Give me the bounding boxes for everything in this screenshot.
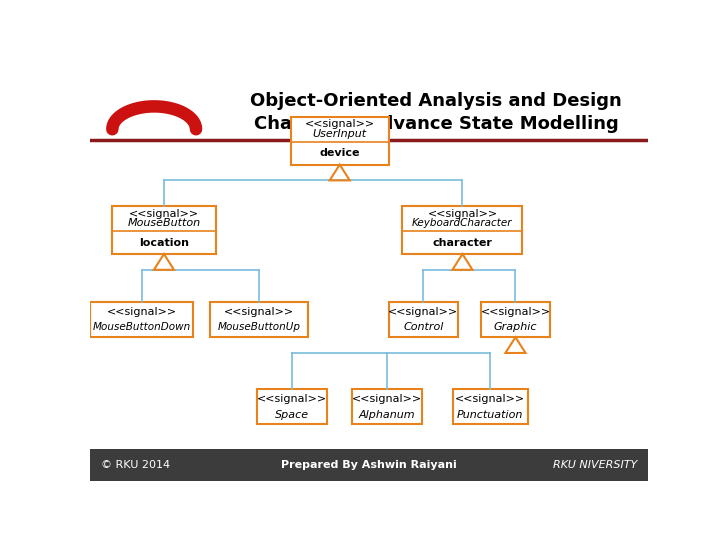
Bar: [402, 206, 523, 254]
Text: <<signal>>: <<signal>>: [352, 394, 422, 404]
Text: Punctuation: Punctuation: [457, 409, 523, 420]
Text: device: device: [320, 148, 360, 158]
Text: Object-Oriented Analysis and Design
Chapter 6: Advance State Modelling: Object-Oriented Analysis and Design Chap…: [250, 92, 622, 133]
Text: <<signal>>: <<signal>>: [257, 394, 328, 404]
Text: Space: Space: [275, 409, 310, 420]
Text: <<signal>>: <<signal>>: [107, 307, 176, 316]
Bar: [453, 389, 528, 424]
Text: <<signal>>: <<signal>>: [129, 208, 199, 219]
Text: KeyboardCharacter: KeyboardCharacter: [413, 218, 513, 228]
Text: <<signal>>: <<signal>>: [224, 307, 294, 316]
Text: © RKU 2014: © RKU 2014: [101, 460, 171, 470]
Bar: [210, 302, 307, 337]
Text: Alphanum: Alphanum: [359, 409, 415, 420]
Bar: [389, 302, 459, 337]
Text: character: character: [433, 238, 492, 247]
Text: Prepared By Ashwin Raiyani: Prepared By Ashwin Raiyani: [281, 460, 457, 470]
Bar: [112, 206, 215, 254]
Text: <<signal>>: <<signal>>: [388, 307, 459, 316]
Bar: [90, 449, 648, 481]
Text: MouseButtonDown: MouseButtonDown: [92, 322, 191, 332]
Text: MouseButtonUp: MouseButtonUp: [217, 322, 300, 332]
Text: <<signal>>: <<signal>>: [428, 208, 498, 219]
Bar: [90, 302, 193, 337]
Text: RKU NIVERSITY: RKU NIVERSITY: [552, 460, 637, 470]
Text: <<signal>>: <<signal>>: [455, 394, 526, 404]
Text: <<signal>>: <<signal>>: [305, 119, 375, 129]
Bar: [258, 389, 327, 424]
Text: <<signal>>: <<signal>>: [480, 307, 551, 316]
Bar: [291, 117, 389, 165]
Text: MouseButton: MouseButton: [127, 218, 200, 228]
Bar: [352, 389, 422, 424]
Text: Control: Control: [403, 322, 444, 332]
Text: location: location: [139, 238, 189, 247]
Bar: [481, 302, 550, 337]
Text: Graphic: Graphic: [494, 322, 537, 332]
Text: UserInput: UserInput: [312, 129, 366, 139]
